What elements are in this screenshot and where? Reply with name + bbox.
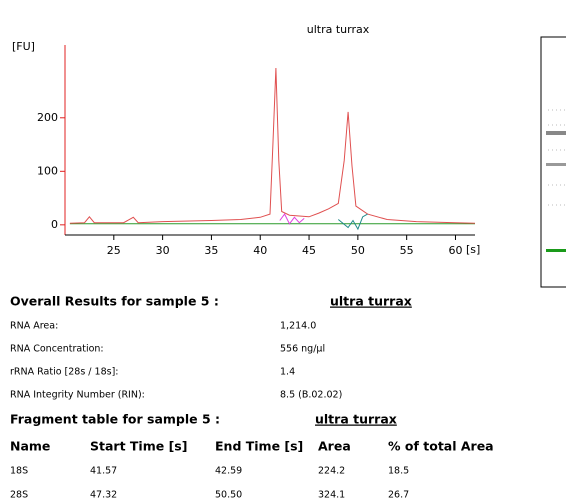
- page: {"chart_data": {"type": "line", "title":…: [0, 0, 566, 499]
- x-tick-label: 30: [156, 244, 170, 257]
- fragment-title: Fragment table for sample 5 :: [10, 412, 220, 427]
- table-cell: 41.57: [90, 466, 117, 477]
- result-value: 556 ng/µl: [280, 344, 325, 355]
- report: ultra turrax [FU] [s] Overall Results fo…: [0, 0, 566, 499]
- chart-title: ultra turrax: [307, 23, 370, 36]
- table-cell: 224.2: [318, 466, 345, 477]
- table-header: % of total Area: [388, 439, 494, 454]
- result-label: RNA Concentration:: [10, 344, 104, 355]
- overall-sample: ultra turrax: [330, 294, 412, 309]
- gel-lane: [541, 37, 566, 287]
- table-cell: 18S: [10, 466, 28, 477]
- table-cell: 28S: [10, 490, 28, 499]
- table-header: End Time [s]: [215, 439, 303, 454]
- y-tick-label: 0: [51, 218, 58, 231]
- x-axis-label: [s]: [466, 243, 480, 256]
- table-cell: 47.32: [90, 490, 117, 499]
- result-label: RNA Area:: [10, 321, 58, 332]
- table-header: Start Time [s]: [90, 439, 187, 454]
- result-label: rRNA Ratio [28s / 18s]:: [10, 367, 118, 378]
- trace-line: [338, 214, 367, 229]
- x-tick-label: 40: [253, 244, 267, 257]
- x-tick-label: 45: [302, 244, 316, 257]
- table-cell: 18.5: [388, 466, 409, 477]
- x-tick-label: 35: [204, 244, 218, 257]
- table-header: Name: [10, 439, 50, 454]
- x-tick-label: 55: [400, 244, 414, 257]
- y-axis-label: [FU]: [12, 40, 35, 53]
- fragment-sample: ultra turrax: [315, 412, 397, 427]
- y-tick-label: 200: [37, 111, 58, 124]
- result-label: RNA Integrity Number (RIN):: [10, 390, 145, 401]
- result-value: 1.4: [280, 367, 295, 378]
- x-tick-label: 25: [107, 244, 121, 257]
- trace-line: [70, 68, 475, 223]
- overall-title: Overall Results for sample 5 :: [10, 294, 219, 309]
- x-tick-label: 60: [448, 244, 462, 257]
- y-tick-label: 100: [37, 164, 58, 177]
- table-cell: 324.1: [318, 490, 345, 499]
- table-header: Area: [318, 439, 351, 454]
- result-value: 8.5 (B.02.02): [280, 390, 342, 401]
- table-cell: 50.50: [215, 490, 242, 499]
- table-cell: 42.59: [215, 466, 242, 477]
- x-tick-label: 50: [351, 244, 365, 257]
- table-cell: 26.7: [388, 490, 409, 499]
- result-value: 1,214.0: [280, 321, 316, 332]
